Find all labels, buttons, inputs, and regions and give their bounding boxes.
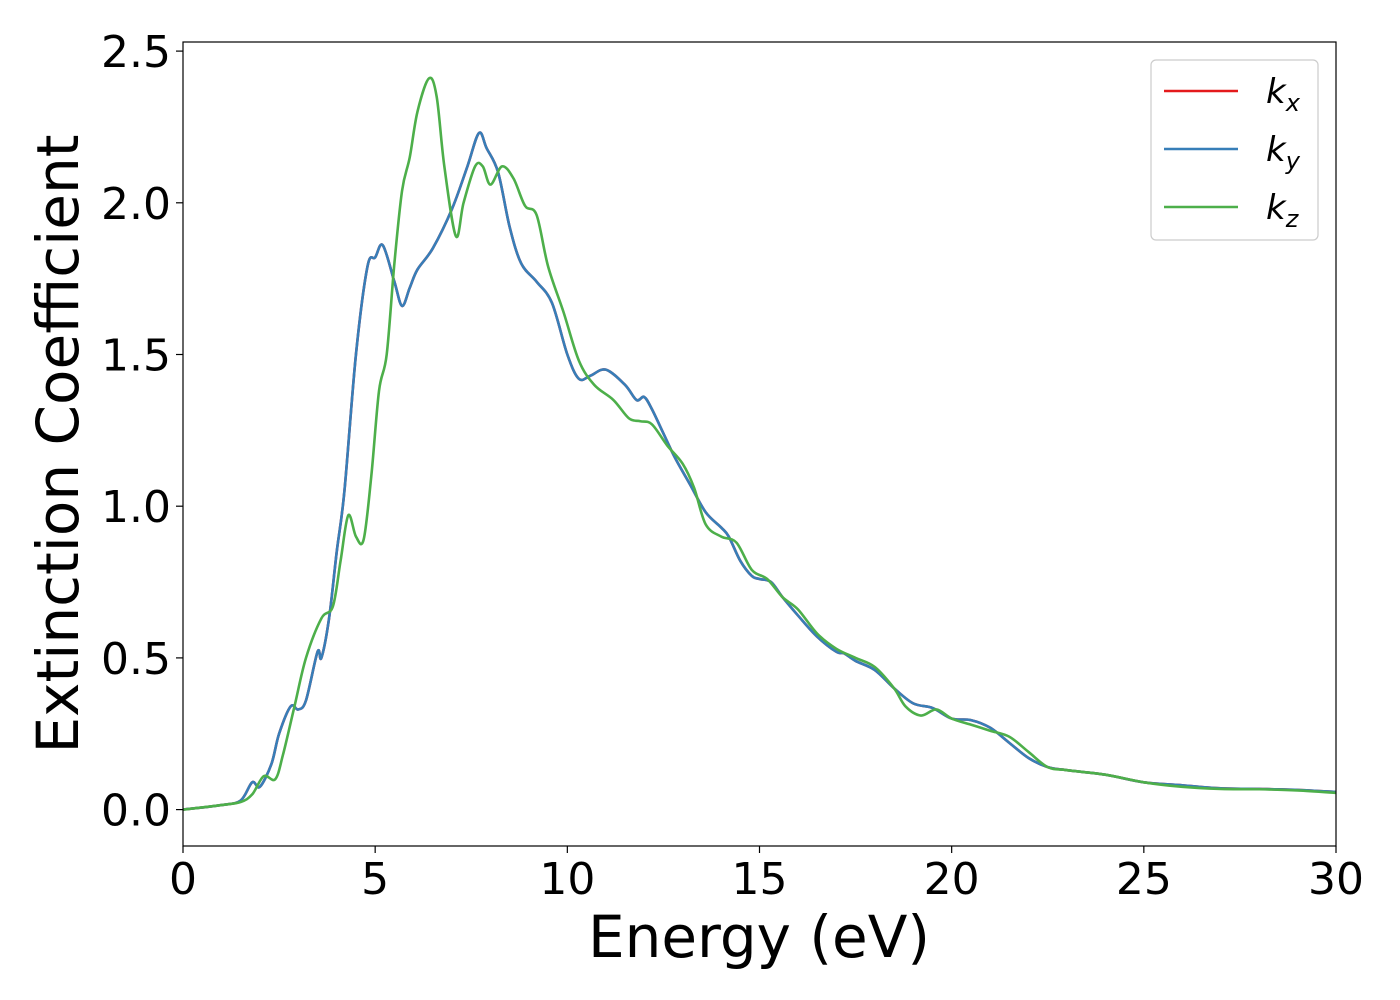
legend-label-kz: kz <box>1266 188 1300 233</box>
y-tick-label: 0.0 <box>101 786 171 837</box>
legend-label-kx: kx <box>1266 72 1301 117</box>
x-tick-label: 0 <box>169 854 197 905</box>
y-tick-label: 0.5 <box>101 634 171 685</box>
x-axis: 0 5 10 15 20 25 30 <box>169 846 1364 905</box>
y-tick-label: 1.0 <box>101 482 171 533</box>
x-tick-label: 25 <box>1116 854 1172 905</box>
x-tick-label: 5 <box>361 854 389 905</box>
series-lines <box>183 76 1336 811</box>
series-line-ky <box>183 131 1336 811</box>
x-tick-label: 30 <box>1308 854 1364 905</box>
legend-label-ky: ky <box>1266 130 1301 175</box>
y-axis: 0.0 0.5 1.0 1.5 2.0 2.5 <box>101 27 183 837</box>
x-tick-label: 20 <box>924 854 980 905</box>
y-axis-title: Extinction Coefficient <box>24 135 92 754</box>
legend: kx ky kz <box>1150 59 1319 241</box>
y-tick-label: 2.0 <box>101 179 171 230</box>
series-line-kz <box>183 76 1336 811</box>
y-tick-label: 1.5 <box>101 330 171 381</box>
x-tick-label: 10 <box>539 854 595 905</box>
x-tick-label: 15 <box>732 854 788 905</box>
y-tick-label: 2.5 <box>101 27 171 78</box>
x-axis-title: Energy (eV) <box>588 903 930 971</box>
